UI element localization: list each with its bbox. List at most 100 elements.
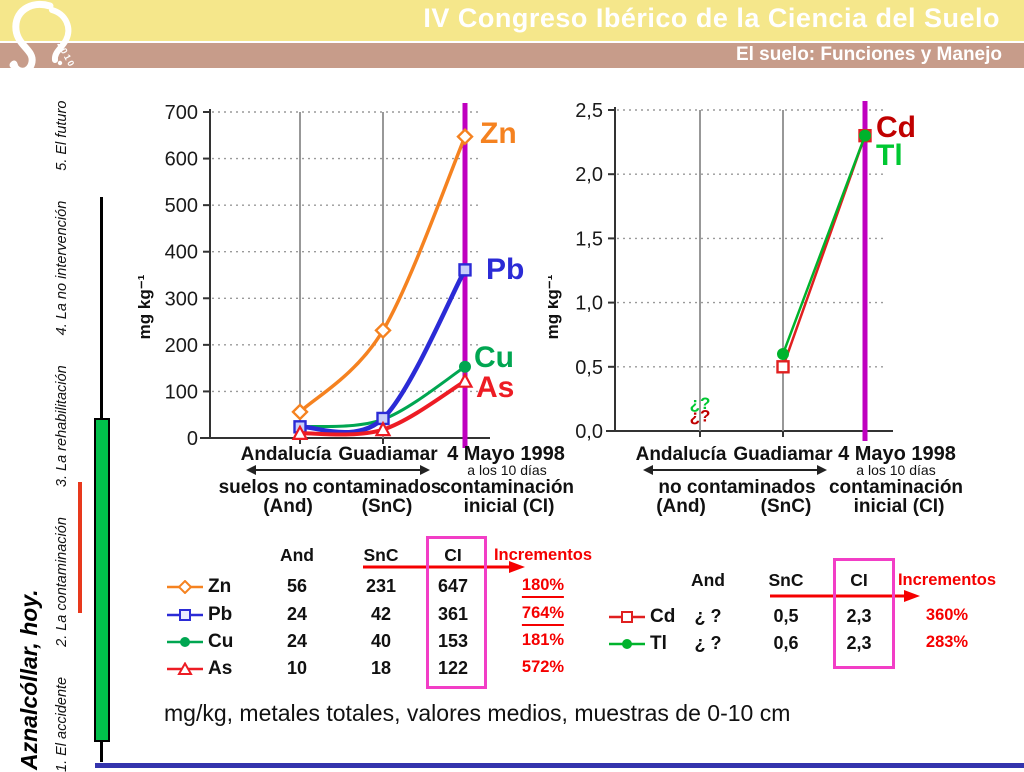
y-axis-label: mg kg⁻¹	[548, 274, 562, 339]
col-hdr-ci-2: CI	[850, 570, 868, 590]
col-hdr-and: And	[279, 545, 315, 565]
missing-value-mark-tl: ¿?	[690, 394, 711, 413]
span-arrow	[246, 465, 430, 475]
sidebar-item-no-intervencion: 4. La no intervención	[54, 200, 70, 336]
x-cat-guadiamar: Guadiamar	[338, 444, 438, 465]
cell: 56	[286, 576, 308, 596]
x-cat-andalucia-2: Andalucía	[635, 444, 727, 465]
pb-marker	[458, 263, 472, 277]
group-label: suelos no contaminados	[218, 477, 442, 498]
x-cat-mayo: 4 Mayo 1998	[447, 443, 565, 465]
zn-line	[298, 134, 467, 414]
col-hdr-incrementos-2: Incrementos	[897, 571, 997, 589]
group-sub-and: (And)	[263, 496, 313, 517]
cd-series-marker	[609, 611, 645, 623]
group-sub-and-2: (And)	[656, 496, 706, 517]
cell: 153	[437, 631, 469, 651]
group-sub-snc: (SnC)	[361, 496, 413, 517]
y-tick-label: 2,5	[575, 100, 603, 122]
y-axis-label: mg kg⁻¹	[135, 274, 154, 339]
cell: ¿ ?	[694, 633, 722, 653]
cell: 0,6	[773, 633, 799, 653]
zn-marker	[456, 127, 474, 146]
sidebar-item-rehabilitacion: 3. La rehabilitación	[54, 365, 70, 488]
col-hdr-ci: CI	[444, 545, 462, 565]
zn-series-label: Zn	[480, 117, 517, 150]
event-sub2: inicial (CI)	[463, 496, 555, 517]
y-tick-label: 0,5	[575, 357, 603, 379]
y-tick-label: 600	[165, 149, 198, 171]
cell: 2,3	[846, 606, 872, 626]
page-subtitle: El suelo: Funciones y Manejo	[735, 44, 1002, 65]
y-tick-label: 200	[165, 335, 198, 357]
y-tick-label: 300	[165, 288, 198, 310]
cu-marker	[459, 360, 471, 373]
cell: 42	[370, 604, 392, 624]
logo-dot	[9, 61, 17, 69]
x-cat-mayo-2: 4 Mayo 1998	[838, 443, 956, 465]
tl-line	[781, 134, 867, 356]
row-label-pb: Pb	[208, 604, 233, 625]
cell: 2,3	[846, 633, 872, 653]
cd-marker	[776, 360, 790, 374]
left-metals-chart: 0 100 200 300 400 500 600 700 mg kg⁻¹ Zn Pb Cu As	[128, 95, 580, 475]
timeline-current-marker	[78, 482, 82, 613]
col-hdr-incrementos: Incrementos	[493, 546, 593, 564]
x-cat-guadiamar-2: Guadiamar	[733, 444, 833, 465]
group-sub-snc-2: (SnC)	[760, 496, 812, 517]
zn-marker	[291, 403, 309, 421]
y-tick-label: 400	[165, 242, 198, 264]
zn-series-marker	[167, 580, 203, 594]
sidebar-item-accidente: 1. El accidente	[54, 676, 70, 772]
row-label-as: As	[208, 658, 233, 679]
ci-highlight-box-2	[833, 558, 895, 669]
y-tick-label: 700	[165, 102, 198, 124]
sidebar-item-futuro: 5. El futuro	[54, 100, 70, 171]
group-label-2: no contaminados	[658, 477, 816, 498]
missing-value-mark-cd: ¿?	[690, 407, 711, 426]
cell: 18	[370, 658, 392, 678]
right-metals-chart: 0,0 0,5 1,0 1,5 2,0 2,5 mg kg⁻¹ Cd Tl ¿? ¿?	[548, 95, 1018, 475]
header-tan-band	[0, 43, 1024, 68]
cu-series-label: Cu	[474, 341, 514, 374]
ci-highlight-box	[426, 536, 487, 689]
sidebar-section-title: Aznalcóllar, hoy.	[16, 589, 42, 770]
event-sub-b2: contaminación	[828, 477, 964, 498]
x-cat-andalucia: Andalucía	[240, 444, 332, 465]
pb-series-marker	[167, 609, 203, 621]
row-label-zn: Zn	[208, 576, 232, 597]
col-hdr-and-2: And	[690, 570, 726, 590]
tl-marker	[777, 347, 789, 360]
y-tick-label: 1,0	[575, 293, 603, 315]
col-hdr-snc: SnC	[363, 545, 399, 565]
span-arrow-2	[643, 465, 827, 475]
y-tick-label: 500	[165, 195, 198, 217]
cu-series-marker	[167, 637, 203, 647]
cell: 231	[365, 576, 397, 596]
event-sub-small-2: a los 10 días	[856, 462, 936, 478]
as-series-marker	[167, 662, 203, 675]
header-separator	[0, 41, 1024, 43]
row-label-tl: Tl	[650, 633, 667, 654]
cell-incremento: 180%	[521, 576, 565, 598]
y-tick-label: 1,5	[575, 228, 603, 250]
as-marker	[374, 420, 392, 437]
event-sub-small: a los 10 días	[467, 462, 547, 478]
cell: 0,5	[773, 606, 799, 626]
cell: ¿ ?	[694, 606, 722, 626]
cell-incremento: 764%	[521, 604, 565, 626]
tl-series-label: Tl	[876, 139, 903, 172]
row-label-cu: Cu	[208, 631, 234, 652]
sidebar-item-contaminacion: 2. La contaminación	[54, 517, 70, 647]
y-tick-label: 100	[165, 381, 198, 403]
cell-incremento: 283%	[925, 633, 969, 651]
cell: 122	[437, 658, 469, 678]
header-yellow-band	[0, 0, 1024, 41]
zn-marker	[374, 321, 392, 340]
cell-incremento: 360%	[925, 606, 969, 624]
figure-caption: mg/kg, metales totales, valores medios, …	[164, 700, 791, 726]
congress-logo: 2010	[9, 1, 77, 75]
col-hdr-snc-2: SnC	[768, 570, 804, 590]
